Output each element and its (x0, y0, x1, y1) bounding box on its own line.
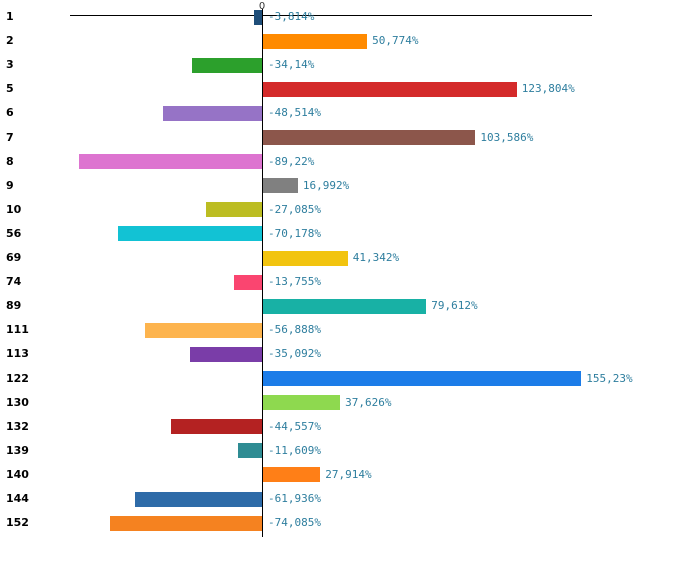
category-label: 74 (6, 275, 22, 289)
bar-value-label: 79,612% (431, 299, 478, 313)
bar-value-label: 123,804% (521, 82, 575, 96)
category-label: 132 (6, 419, 29, 433)
category-label: 69 (6, 251, 22, 264)
category-label: 7 (6, 130, 14, 144)
bar (233, 274, 262, 290)
category-label: 140 (6, 467, 29, 481)
bar-value-label: -56,888% (268, 323, 321, 337)
bar (118, 226, 262, 242)
bar-value-label: -74,085% (268, 516, 321, 530)
bar (263, 178, 298, 194)
bar-value-label: -89,22% (268, 154, 315, 168)
bar-value-label: -48,514% (268, 106, 321, 120)
bar (263, 298, 427, 314)
category-label: 122 (6, 371, 29, 385)
bar-value-label: -70,178% (268, 226, 321, 240)
bar-value-label: 103,586% (480, 130, 534, 144)
bar (192, 57, 262, 73)
bar (135, 491, 262, 507)
bar-value-label: 41,342% (352, 251, 400, 264)
x-axis-line (70, 15, 592, 16)
bar (145, 322, 262, 338)
bar (254, 9, 262, 25)
bar-value-label: 16,992% (302, 178, 350, 192)
bar (110, 515, 262, 531)
bar (190, 346, 262, 362)
bar-value-label: -61,936% (268, 492, 321, 505)
bar (263, 250, 348, 266)
category-label: 5 (6, 82, 14, 96)
category-label: 1 (6, 10, 14, 23)
bar (206, 202, 262, 218)
category-label: 10 (6, 202, 22, 216)
bar-value-label: 37,626% (345, 395, 392, 409)
category-label: 9 (6, 178, 14, 192)
category-label: 2 (6, 34, 14, 48)
bar (263, 395, 341, 411)
bar-value-label: 50,774% (372, 34, 419, 48)
zero-tick-label: 0 (258, 1, 266, 12)
bar (238, 443, 262, 459)
category-label: 130 (6, 395, 29, 409)
category-label: 139 (6, 443, 29, 457)
bar-value-label: -34,14% (268, 58, 315, 72)
bar-value-label: 27,914% (325, 467, 372, 481)
bar-value-label: -3,814% (268, 10, 315, 23)
category-label: 6 (6, 106, 14, 120)
bar (162, 105, 262, 121)
bar-value-label: -13,755% (268, 275, 321, 289)
category-label: 111 (6, 323, 29, 337)
bar (79, 154, 262, 170)
bar-value-label: -27,085% (268, 202, 321, 216)
category-label: 144 (6, 492, 29, 505)
bar (170, 419, 262, 435)
bar (263, 467, 321, 483)
category-label: 113 (6, 347, 29, 361)
category-label: 3 (6, 58, 14, 72)
zero-baseline (262, 9, 263, 537)
category-label: 152 (6, 516, 29, 530)
bar-value-label: -35,092% (268, 347, 321, 361)
bar-value-label: 155,23% (586, 371, 633, 385)
category-label: 8 (6, 154, 14, 168)
bar (263, 371, 582, 386)
bar (263, 81, 517, 97)
category-label: 56 (6, 226, 22, 240)
bar (263, 33, 368, 49)
bar-value-label: -11,609% (268, 443, 321, 457)
category-label: 89 (6, 299, 22, 313)
bar (263, 130, 476, 145)
bar-value-label: -44,557% (268, 419, 321, 433)
